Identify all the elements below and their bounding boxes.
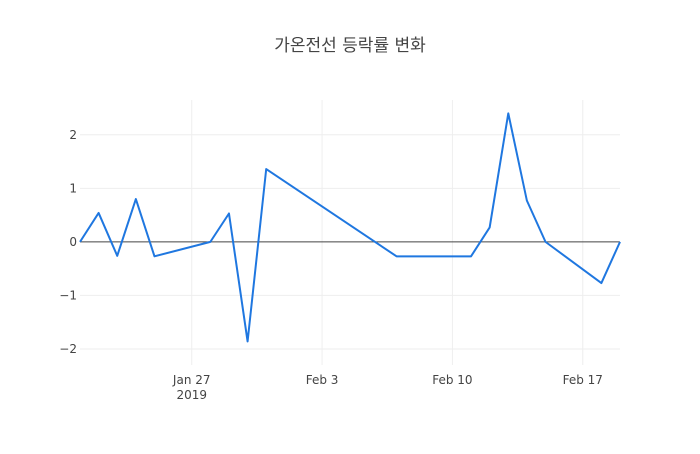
grid-layer (80, 100, 620, 365)
x-tick-label: Feb 10 (432, 373, 472, 387)
data-point[interactable] (77, 239, 83, 245)
data-point[interactable] (524, 198, 530, 204)
data-point[interactable] (114, 253, 120, 259)
data-point[interactable] (543, 239, 549, 245)
y-tick-label: −2 (59, 342, 77, 356)
x-tick-label: Feb 17 (563, 373, 603, 387)
data-point[interactable] (96, 210, 102, 216)
data-point[interactable] (133, 196, 139, 202)
x-tick-label: Feb 3 (306, 373, 339, 387)
data-point[interactable] (207, 239, 213, 245)
y-tick-label: 1 (69, 181, 77, 195)
data-point[interactable] (151, 253, 157, 259)
y-tick-label: −1 (59, 288, 77, 302)
y-tick-label: 2 (69, 128, 77, 142)
data-point[interactable] (617, 239, 623, 245)
chart-title: 가온전선 등락률 변화 (274, 36, 426, 56)
data-point[interactable] (505, 110, 511, 116)
series-layer (77, 110, 623, 344)
y-tick-label: 0 (69, 235, 77, 249)
data-point[interactable] (226, 210, 232, 216)
x-tick-label: Jan 27 (172, 373, 211, 387)
data-point[interactable] (487, 224, 493, 230)
data-point[interactable] (245, 338, 251, 344)
data-point[interactable] (468, 253, 474, 259)
data-point[interactable] (598, 280, 604, 286)
x-tick-sublabel: 2019 (176, 388, 207, 402)
data-point[interactable] (394, 253, 400, 259)
data-point[interactable] (412, 253, 418, 259)
data-point[interactable] (263, 166, 269, 172)
series-line (79, 112, 621, 343)
